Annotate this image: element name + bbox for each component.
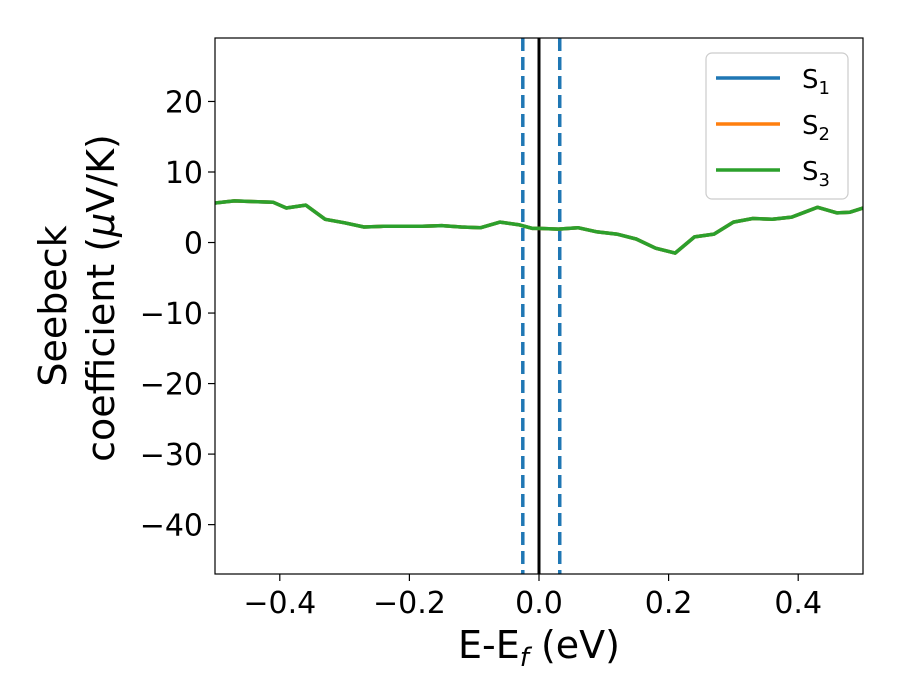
x-tick-label: 0.2	[645, 586, 693, 621]
y-axis-label-line2: coefficient (μV/K)	[79, 134, 123, 462]
x-tick-label: −0.4	[243, 586, 316, 621]
y-tick-label: −40	[140, 509, 203, 544]
x-tick-label: 0.0	[515, 586, 563, 621]
y-axis-ticks: 20 10 0 −10 −20 −30 −40	[140, 85, 215, 544]
x-tick-label: 0.4	[774, 586, 822, 621]
y-tick-label: 20	[165, 85, 203, 120]
y-axis-label-line1: Seebeck	[31, 225, 75, 386]
legend-label-s2: S2	[802, 111, 830, 145]
series-line-s3	[215, 199, 863, 255]
legend-box	[705, 52, 849, 200]
y-tick-label: 10	[165, 156, 203, 191]
y-tick-label: −30	[140, 438, 203, 473]
x-axis-label: E-Ef (eV)	[458, 623, 620, 673]
legend-label-s3: S3	[802, 157, 830, 191]
y-tick-label: −10	[140, 297, 203, 332]
fermi-level-lines	[521, 38, 562, 574]
legend: S1 S2 S3	[705, 52, 849, 200]
y-tick-label: −20	[140, 368, 203, 403]
x-axis-ticks: −0.4 −0.2 0.0 0.2 0.4	[243, 574, 822, 621]
series-lines	[215, 199, 863, 255]
legend-label-s1: S1	[802, 65, 830, 99]
x-tick-label: −0.2	[373, 586, 446, 621]
y-tick-label: 0	[184, 227, 203, 262]
